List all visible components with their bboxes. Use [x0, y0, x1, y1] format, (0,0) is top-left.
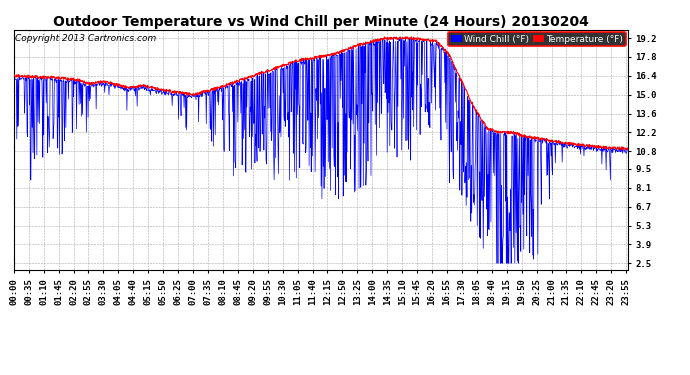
Legend: Wind Chill (°F), Temperature (°F): Wind Chill (°F), Temperature (°F)	[448, 32, 626, 46]
Text: Copyright 2013 Cartronics.com: Copyright 2013 Cartronics.com	[15, 34, 156, 43]
Title: Outdoor Temperature vs Wind Chill per Minute (24 Hours) 20130204: Outdoor Temperature vs Wind Chill per Mi…	[53, 15, 589, 29]
